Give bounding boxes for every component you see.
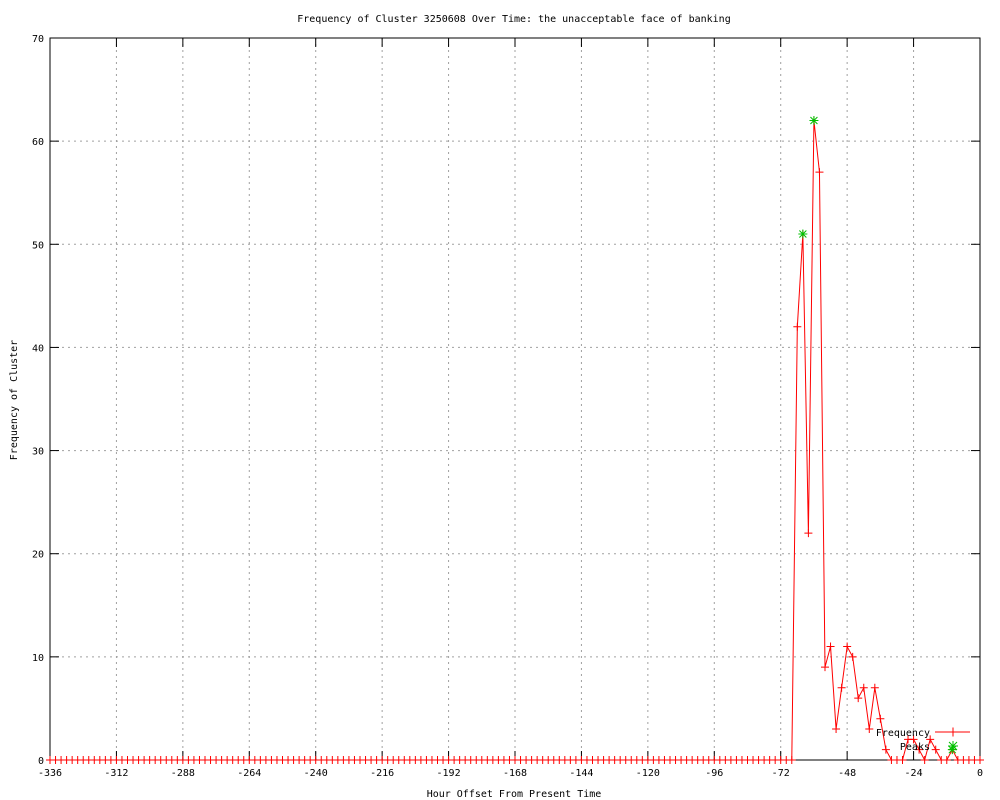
x-tick-label: -48 (838, 768, 856, 779)
frequency-point (870, 683, 879, 692)
y-tick-label: 50 (32, 240, 44, 251)
y-tick-label: 60 (32, 137, 44, 148)
frequency-point (787, 756, 796, 764)
frequency-point (815, 168, 824, 177)
frequency-point (837, 683, 846, 692)
frequency-point (876, 714, 885, 723)
x-tick-label: -24 (905, 768, 923, 779)
frequency-point (976, 756, 984, 764)
frequency-point (926, 735, 935, 744)
legend-star-icon (948, 741, 958, 751)
x-tick-label: -312 (104, 768, 128, 779)
frequency-point (804, 529, 813, 538)
legend-cross-icon (948, 727, 958, 737)
peak-point (809, 116, 819, 126)
frequency-point (821, 663, 829, 672)
y-tick-label: 40 (32, 343, 44, 354)
x-tick-label: -264 (237, 768, 261, 779)
peak-point (947, 745, 957, 755)
legend-label-peaks: Peaks (900, 742, 930, 753)
y-tick-label: 0 (38, 756, 44, 767)
x-tick-label: -336 (38, 768, 62, 779)
x-tick-label: 0 (977, 768, 983, 779)
frequency-point (920, 756, 929, 764)
frequency-point (826, 642, 835, 651)
frequency-point (854, 694, 863, 703)
frequency-point (881, 745, 890, 754)
frequency-point (859, 683, 868, 692)
legend-label-frequency: Frequency (876, 728, 930, 739)
frequency-point (793, 322, 802, 331)
legend: Frequency Peaks (876, 727, 970, 753)
y-tick-label: 20 (32, 550, 44, 561)
x-tick-label: -192 (437, 768, 461, 779)
frequency-point (848, 652, 857, 661)
frequency-point (909, 735, 918, 744)
x-tick-label: -168 (503, 768, 527, 779)
x-tick-label: -240 (304, 768, 328, 779)
frequency-point (898, 756, 907, 764)
frequency-point (942, 756, 951, 764)
grid (50, 38, 980, 760)
x-tick-label: -120 (636, 768, 660, 779)
y-tick-label: 70 (32, 34, 44, 45)
frequency-point (915, 745, 924, 754)
x-tick-label: -216 (370, 768, 394, 779)
frequency-point (843, 642, 852, 651)
x-tick-label: -288 (171, 768, 195, 779)
x-tick-label: -72 (772, 768, 790, 779)
axis-ticks: -336 -312 -288 -264 -240 -216 -192 -168 -144 -120… (32, 34, 983, 779)
frequency-point (865, 725, 874, 734)
y-tick-label: 10 (32, 653, 44, 664)
frequency-point (832, 725, 841, 734)
chart-title: Frequency of Cluster 3250608 Over Time: … (297, 14, 730, 25)
x-axis-label: Hour Offset From Present Time (427, 789, 602, 800)
frequency-point (931, 745, 940, 754)
y-tick-label: 30 (32, 447, 44, 458)
y-axis-label: Frequency of Cluster (9, 340, 20, 460)
series-layer (46, 116, 984, 764)
x-tick-label: -96 (705, 768, 723, 779)
peak-point (798, 229, 808, 239)
x-tick-label: -144 (569, 768, 593, 779)
